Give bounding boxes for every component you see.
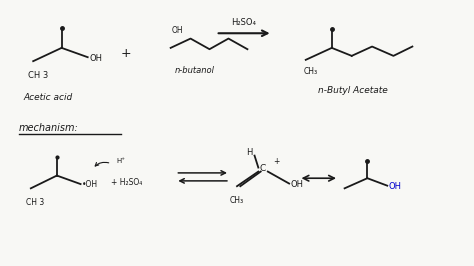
Text: C: C	[260, 164, 266, 173]
Text: OH: OH	[291, 180, 303, 189]
Text: n-Butyl Acetate: n-Butyl Acetate	[318, 86, 388, 95]
Text: Acetic acid: Acetic acid	[24, 93, 73, 102]
Text: CH 3: CH 3	[27, 198, 45, 207]
Text: H⁺: H⁺	[116, 158, 125, 164]
Text: H: H	[246, 148, 253, 157]
Text: CH₃: CH₃	[230, 196, 244, 205]
Text: n-butanol: n-butanol	[174, 66, 214, 75]
Text: OH: OH	[389, 182, 401, 191]
Text: +: +	[120, 47, 131, 60]
Text: •OH: •OH	[82, 180, 98, 189]
Text: OH: OH	[172, 26, 183, 35]
Text: CH 3: CH 3	[28, 71, 48, 80]
Text: H₂SO₄: H₂SO₄	[232, 18, 256, 27]
Text: +: +	[273, 157, 280, 166]
Text: CH₃: CH₃	[303, 67, 318, 76]
Text: mechanism:: mechanism:	[19, 123, 79, 133]
Text: OH: OH	[89, 54, 102, 63]
Text: + H₂SO₄: + H₂SO₄	[111, 178, 143, 187]
